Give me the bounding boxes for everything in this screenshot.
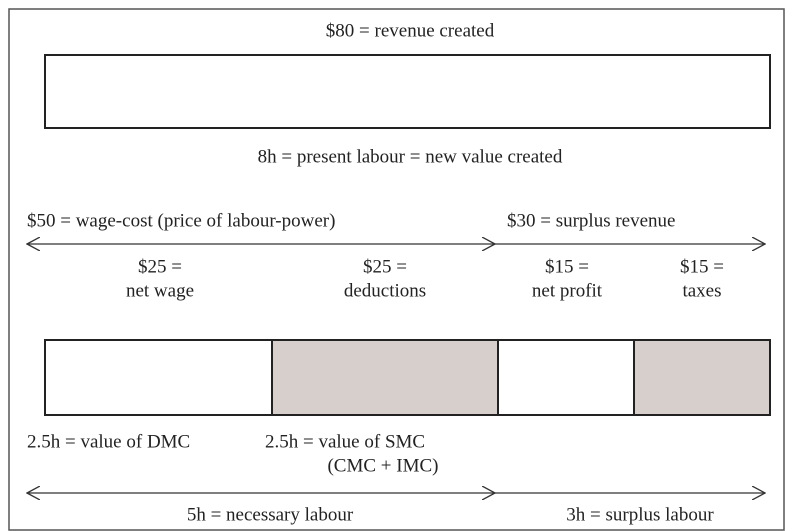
segment-name: net profit [532,280,603,301]
split-label: $50 = wage-cost (price of labour-power) [27,210,335,231]
segment-name: taxes [682,280,721,301]
labour-label: 3h = surplus labour [566,504,714,525]
segment-box [633,339,771,416]
revenue-caption: 8h = present labour = new value created [258,146,563,167]
segment-amount: $15 = [680,256,724,277]
frame [8,8,785,531]
value-detail: (CMC + IMC) [327,455,438,476]
labour-label: 5h = necessary labour [187,504,354,525]
segment-box [44,339,273,416]
value-label: 2.5h = value of SMC [265,431,425,452]
segment-name: net wage [126,280,194,301]
segment-amount: $25 = [363,256,407,277]
revenue-box [44,54,771,129]
value-label: 2.5h = value of DMC [27,431,190,452]
revenue-label: $80 = revenue created [326,20,495,41]
segment-box [497,339,635,416]
segment-amount: $25 = [138,256,182,277]
segment-amount: $15 = [545,256,589,277]
segment-box [271,339,499,416]
segment-name: deductions [344,280,426,301]
split-label: $30 = surplus revenue [507,210,676,231]
